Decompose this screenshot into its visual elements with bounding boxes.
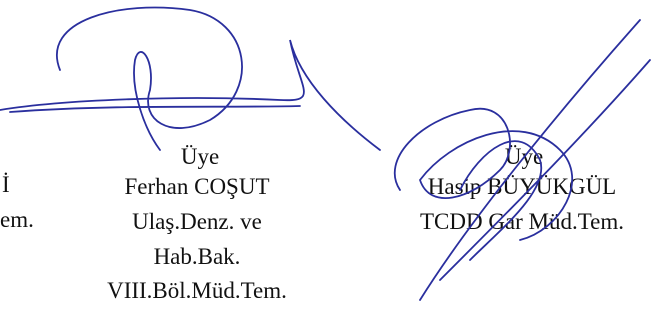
- signature-1: [0, 8, 380, 151]
- signatures: [0, 0, 671, 313]
- page: {"columns": [ {"lines": ["İ", "em."]}, {…: [0, 0, 671, 313]
- signature-2: [395, 20, 650, 300]
